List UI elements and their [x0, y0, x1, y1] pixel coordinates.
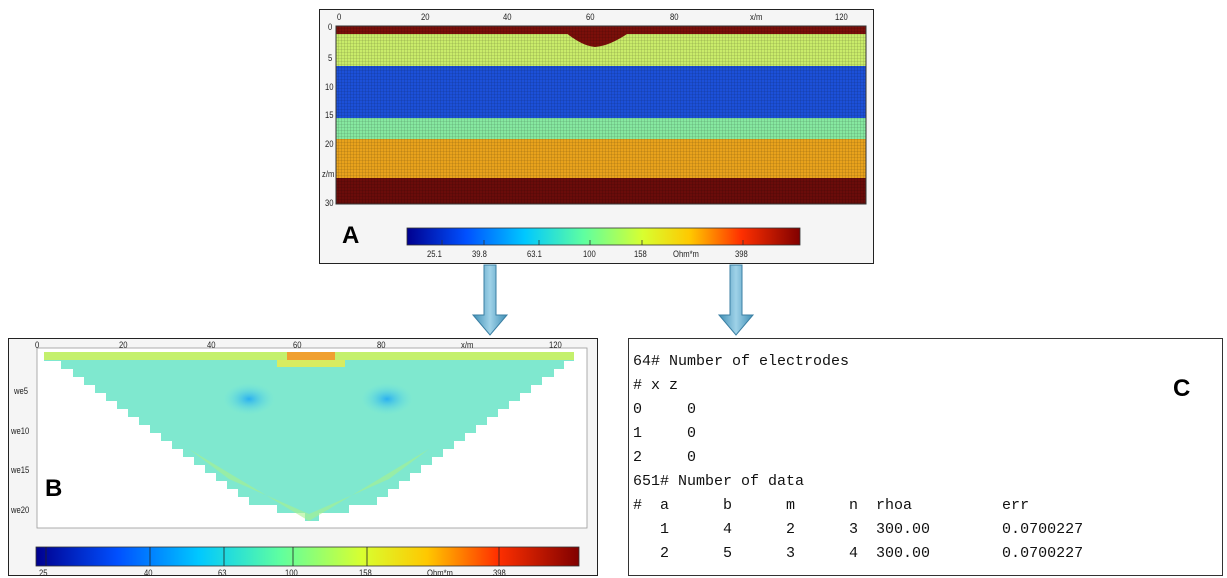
file-line-3: 0 0	[633, 401, 697, 418]
colorbar-a-tick-2: 39.8	[472, 249, 487, 259]
arrow-a-to-c-icon	[717, 264, 755, 336]
x-tick-0: 0	[337, 12, 342, 22]
x-tick-20: 20	[421, 12, 430, 22]
file-line-6: 651# Number of data	[633, 473, 805, 490]
top-anomaly-orange	[287, 352, 335, 360]
blue-zone-right	[361, 383, 413, 415]
arrow-a-to-b-icon	[471, 264, 509, 336]
panel-a-model: 0 20 40 60 80 x/m 120 0 5 10 15 20 z/m 3…	[319, 9, 874, 264]
colorbar-a-tick-6: 398	[735, 249, 748, 259]
top-anomaly-yellow	[277, 360, 345, 367]
z-tick-5: 5	[328, 53, 333, 63]
file-line-5: 2 0	[633, 449, 697, 466]
z-tick-15: 15	[325, 110, 334, 120]
panel-c-label: C	[1173, 375, 1191, 402]
colorbar-a-tick-5: 158	[634, 249, 647, 259]
blue-zone-left	[223, 383, 275, 415]
b-x-axis-unit: x/m	[461, 340, 474, 350]
b-x-tick-80: 80	[377, 340, 386, 350]
pseudosection-area	[44, 352, 574, 521]
colorbar-b-tick-2: 40	[144, 568, 153, 578]
z-axis-unit: z/m	[322, 169, 335, 179]
colorbar-a-tick-4: 100	[583, 249, 596, 259]
x-axis-unit: x/m	[750, 12, 763, 22]
z-tick-10: 10	[325, 82, 334, 92]
z-tick-0: 0	[328, 22, 333, 32]
z-tick-20: 20	[325, 139, 334, 149]
colorbar-a-tick-1: 25.1	[427, 249, 442, 259]
x-tick-40: 40	[503, 12, 512, 22]
b-y-tick-we20: we20	[11, 505, 30, 515]
panel-b-label: B	[45, 475, 63, 502]
b-x-tick-20: 20	[119, 340, 128, 350]
colorbar-b	[35, 546, 580, 567]
b-y-tick-we10: we10	[11, 426, 30, 436]
colorbar-b-unit: Ohm*m	[427, 568, 453, 578]
colorbar-a-unit: Ohm*m	[673, 249, 699, 259]
file-line-1: 64# Number of electrodes	[633, 353, 850, 370]
panel-c-data-file: 64# Number of electrodes # x z 0 0 1 0 2…	[628, 338, 1223, 576]
x-tick-80: 80	[670, 12, 679, 22]
file-line-9: 2 5 3 4 300.00 0.0700227	[633, 545, 1084, 562]
colorbar-b-tick-6: 398	[493, 568, 506, 578]
mesh-grid	[336, 26, 866, 204]
file-line-8: 1 4 2 3 300.00 0.0700227	[633, 521, 1084, 538]
b-x-tick-40: 40	[207, 340, 216, 350]
x-tick-120: 120	[835, 12, 848, 22]
b-y-tick-we15: we15	[11, 465, 30, 475]
panel-b-pseudosection: 0 20 40 60 80 x/m 120 we5 we10 we15 we20…	[8, 338, 598, 578]
colorbar-a-tick-3: 63.1	[527, 249, 542, 259]
colorbar-b-tick-5: 158	[359, 568, 372, 578]
x-tick-60: 60	[586, 12, 595, 22]
b-x-tick-120: 120	[549, 340, 562, 350]
b-y-tick-we5: we5	[14, 386, 29, 396]
colorbar-b-tick-1: 25	[39, 568, 48, 578]
b-x-tick-60: 60	[293, 340, 302, 350]
pseudosection-graphic	[35, 347, 588, 567]
model-section-graphic	[335, 25, 867, 246]
file-line-4: 1 0	[633, 425, 697, 442]
colorbar-b-tick-3: 63	[218, 568, 227, 578]
panel-a-label: A	[342, 222, 360, 249]
b-x-tick-0: 0	[35, 340, 40, 350]
file-line-7: # a b m n rhoa err	[633, 497, 1030, 514]
colorbar-a	[406, 227, 801, 246]
z-tick-30: 30	[325, 198, 334, 208]
colorbar-b-tick-4: 100	[285, 568, 298, 578]
file-line-2: # x z	[633, 377, 679, 394]
